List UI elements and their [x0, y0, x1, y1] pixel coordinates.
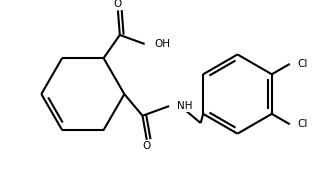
Text: Cl: Cl [297, 119, 308, 129]
Text: O: O [114, 0, 122, 9]
Text: Cl: Cl [297, 59, 308, 69]
Text: O: O [143, 142, 151, 151]
Text: NH: NH [177, 101, 192, 111]
Text: OH: OH [154, 39, 170, 49]
